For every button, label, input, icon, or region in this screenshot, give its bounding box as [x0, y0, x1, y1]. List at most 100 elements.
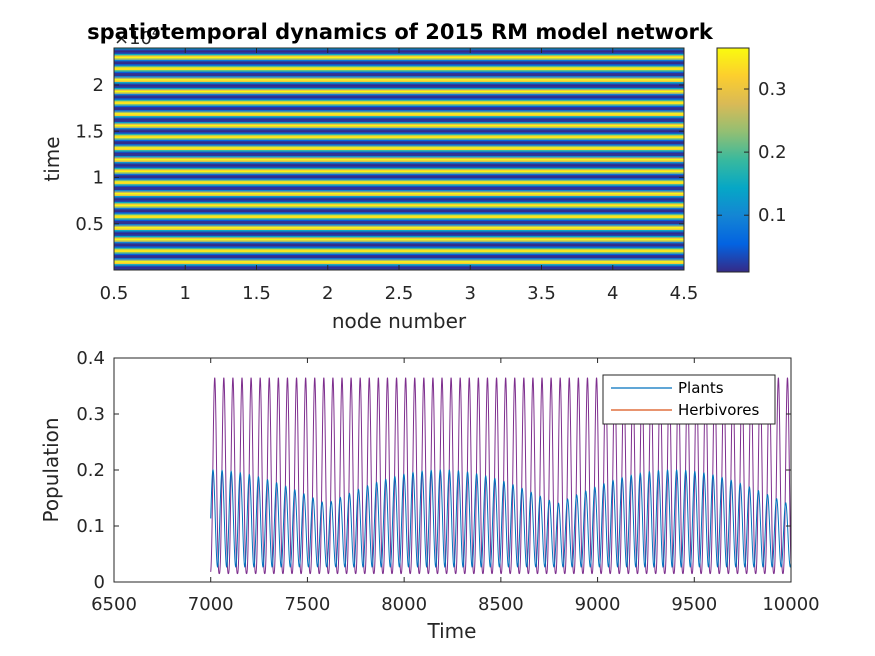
heatmap-stripe	[114, 210, 684, 213]
heatmap-xlabel: node number	[332, 309, 467, 333]
heatmap-stripe	[114, 240, 684, 243]
heatmap-stripe	[114, 203, 684, 206]
heatmap-stripe	[114, 96, 684, 99]
heatmap-stripe	[114, 209, 684, 212]
heatmap-stripe	[114, 243, 684, 246]
heatmap-stripe	[114, 141, 684, 144]
population-x-tick-label: 8500	[478, 594, 524, 615]
population-y-tick-label: 0.1	[76, 516, 105, 537]
heatmap-stripe	[114, 175, 684, 178]
heatmap-stripe	[114, 85, 684, 87]
heatmap-stripe	[114, 107, 684, 109]
heatmap-stripe	[114, 264, 684, 266]
heatmap-stripe	[114, 182, 684, 185]
population-x-tick-label: 10000	[762, 594, 819, 615]
population-x-tick-label: 8000	[381, 594, 427, 615]
heatmap-stripe	[114, 241, 684, 244]
heatmap-stripe	[114, 58, 684, 61]
legend-label-plants: Plants	[678, 379, 724, 397]
heatmap-stripe	[114, 253, 684, 256]
heatmap-stripe	[114, 196, 684, 198]
heatmap-stripe	[114, 172, 684, 175]
population-chart: 6500 7000 7500 8000 8500 9000 9500 10000 0 0.1 0.…	[39, 348, 820, 643]
heatmap-stripe	[114, 200, 684, 203]
heatmap-stripe	[114, 179, 684, 182]
population-x-tick-label: 7000	[188, 594, 234, 615]
heatmap-stripe	[114, 163, 684, 166]
heatmap-stripe	[114, 138, 684, 141]
heatmap-stripe	[114, 187, 684, 189]
heatmap-stripe	[114, 79, 684, 81]
heatmap-stripe	[114, 113, 684, 115]
heatmap-y-tick-label: 0.5	[75, 214, 104, 235]
colorbar-gradient	[716, 47, 750, 273]
heatmap-stripe	[114, 250, 684, 253]
heatmap-stripe	[114, 190, 684, 192]
heatmap-stripe	[114, 212, 684, 215]
heatmap-stripe	[114, 184, 684, 186]
heatmap-stripe	[114, 147, 684, 149]
heatmap-x-tick-label: 4	[607, 283, 618, 304]
heatmap-stripe	[114, 53, 684, 56]
heatmap-stripe	[114, 74, 684, 77]
population-x-tick-label: 6500	[91, 594, 137, 615]
heatmap-stripe	[114, 122, 684, 124]
heatmap-stripe	[114, 145, 684, 148]
heatmap-stripe	[114, 114, 684, 117]
heatmap-stripe	[114, 123, 684, 126]
population-y-tick-label: 0	[94, 572, 105, 593]
heatmap-stripe	[114, 228, 684, 231]
heatmap-stripe	[114, 219, 684, 222]
heatmap-stripe	[114, 62, 684, 65]
heatmap-stripe	[114, 222, 684, 225]
heatmap-stripe	[114, 224, 684, 226]
heatmap-x-tick-label: 4.5	[670, 283, 699, 304]
heatmap-stripe	[114, 133, 684, 136]
population-xlabel: Time	[427, 619, 477, 643]
heatmap-stripe	[114, 230, 684, 232]
heatmap-stripe	[114, 176, 684, 179]
heatmap-stripe	[114, 59, 684, 62]
heatmap-title: spatiotemporal dynamics of 2015 RM model…	[87, 20, 714, 44]
heatmap-stripe	[114, 197, 684, 200]
heatmap-stripe	[114, 101, 684, 104]
heatmap-stripe	[114, 246, 684, 249]
heatmap-stripe	[114, 89, 684, 92]
legend-label-herbivores: Herbivores	[678, 401, 759, 419]
heatmap-stripe	[114, 80, 684, 83]
heatmap-stripe	[114, 110, 684, 112]
heatmap-stripe	[114, 132, 684, 135]
colorbar: 0.1 0.2 0.3	[716, 47, 787, 273]
heatmap-stripe	[114, 148, 684, 151]
heatmap-stripe	[114, 188, 684, 191]
heatmap-stripe	[114, 93, 684, 96]
heatmap-stripe	[114, 169, 684, 172]
heatmap-stripe	[114, 52, 684, 55]
heatmap-stripe	[114, 164, 684, 167]
heatmap-x-tick-label: 2.5	[385, 283, 414, 304]
heatmap-stripe	[114, 207, 684, 210]
heatmap-y-tick-label: 2	[93, 75, 104, 96]
heatmap-stripe	[114, 244, 684, 247]
heatmap-stripe	[114, 82, 684, 84]
heatmap-stripe	[114, 194, 684, 197]
heatmap-y-tick-label: 1	[93, 168, 104, 189]
heatmap-x-tick-label: 3	[465, 283, 476, 304]
heatmap-stripe	[114, 173, 684, 176]
heatmap-stripe	[114, 136, 684, 139]
heatmap-stripe	[114, 154, 684, 157]
heatmap-chart: 0.5 1 1.5 2 2.5 3 3.5 4 4.5 0.5 1 1.5 2 node number…	[40, 20, 714, 333]
colorbar-tick-label: 0.3	[758, 79, 787, 100]
heatmap-stripe	[114, 130, 684, 133]
heatmap-stripe	[114, 221, 684, 223]
heatmap-y-tick-label: 1.5	[75, 121, 104, 142]
heatmap-stripe	[114, 204, 684, 207]
population-y-tick-label: 0.2	[76, 460, 105, 481]
heatmap-ylabel: time	[40, 136, 64, 181]
legend-box	[602, 374, 776, 425]
heatmap-stripe	[114, 119, 684, 121]
heatmap-stripe	[114, 95, 684, 98]
heatmap-stripe	[114, 237, 684, 240]
heatmap-stripe	[114, 193, 684, 195]
